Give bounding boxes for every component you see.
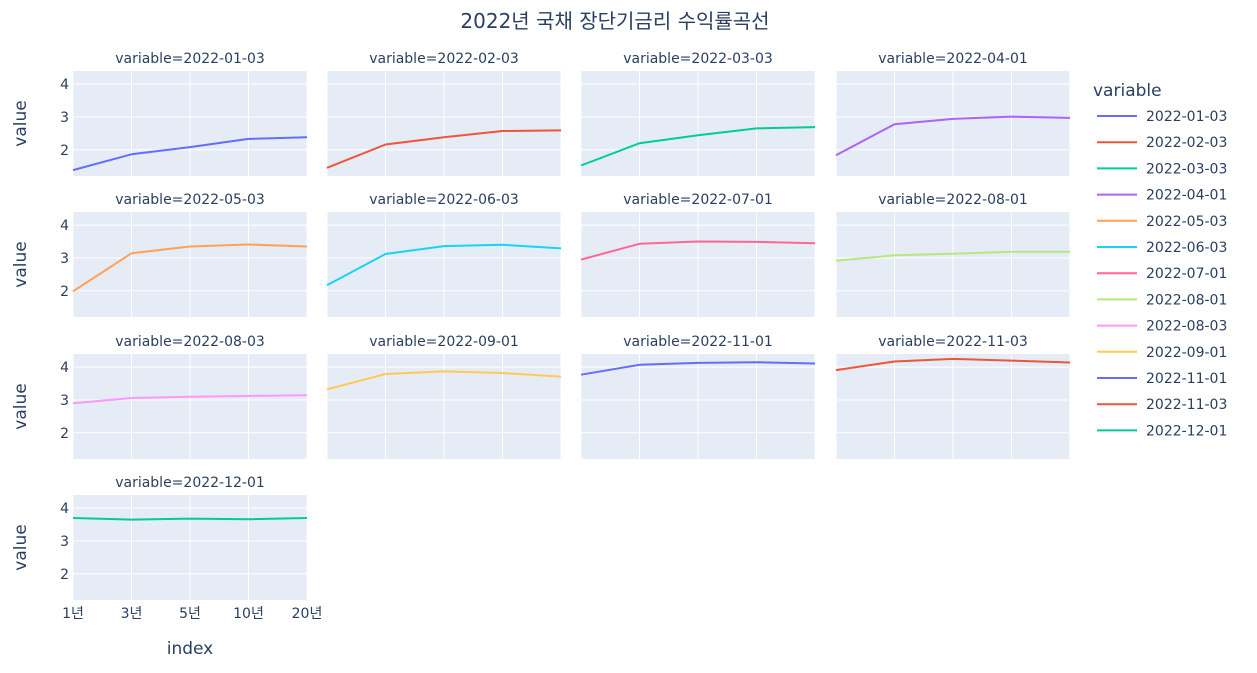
legend-item[interactable]: 2022-07-01	[1097, 266, 1227, 282]
series-line	[580, 361, 816, 376]
y-axis-label: value	[11, 241, 31, 287]
facet-title: variable=2022-08-03	[115, 334, 265, 350]
y-tick-label: 3	[60, 534, 69, 550]
facet-panel: variable=2022-03-03	[580, 51, 816, 176]
facet-panel: variable=2022-08-01	[835, 192, 1071, 317]
series-line	[72, 243, 308, 293]
series-line	[72, 517, 308, 521]
series-line	[835, 357, 1071, 372]
y-tick-label: 4	[60, 360, 69, 376]
y-tick-label: 4	[60, 501, 69, 517]
y-tick-label: 3	[60, 393, 69, 409]
legend-label: 2022-05-03	[1146, 214, 1227, 230]
y-axis-label: value	[11, 100, 31, 146]
facet-title: variable=2022-11-01	[623, 334, 773, 350]
legend-item[interactable]: 2022-12-01	[1097, 423, 1227, 439]
y-axis-label: value	[11, 524, 31, 570]
facet-panel: 2 3 4 variable=2022-01-03 value	[11, 51, 308, 176]
y-tick-label: 2	[60, 143, 69, 159]
x-tick-label: 5년	[179, 606, 201, 622]
legend-item[interactable]: 2022-04-01	[1097, 188, 1227, 204]
legend-item[interactable]: 2022-08-01	[1097, 292, 1227, 308]
legend-item[interactable]: 2022-08-03	[1097, 319, 1227, 335]
legend-item[interactable]: 2022-09-01	[1097, 345, 1227, 361]
x-tick-label: 10년	[233, 606, 264, 622]
legend-item[interactable]: 2022-03-03	[1097, 161, 1227, 177]
legend-title: variable	[1093, 81, 1162, 101]
legend-label: 2022-09-01	[1146, 345, 1227, 361]
legend-label: 2022-11-03	[1146, 397, 1227, 413]
y-tick-label: 2	[60, 426, 69, 442]
legend-item[interactable]: 2022-05-03	[1097, 214, 1227, 230]
facet-panel: variable=2022-11-01	[580, 334, 816, 459]
legend-label: 2022-12-01	[1146, 423, 1227, 439]
facet-title: variable=2022-05-03	[115, 192, 265, 208]
facet-title: variable=2022-11-03	[878, 334, 1028, 350]
facet-grid: 2 3 4 variable=2022-01-03 value variable=2022…	[11, 51, 1071, 622]
facet-panel: variable=2022-07-01	[580, 192, 816, 317]
legend-label: 2022-02-03	[1146, 135, 1227, 151]
series-line	[835, 250, 1070, 262]
series-line	[326, 243, 562, 287]
x-tick-label: 3년	[121, 606, 143, 622]
legend: variable 2022-01-03 2022-02-03 2022-03-03 2…	[1093, 81, 1227, 439]
y-axis-label: value	[11, 383, 31, 429]
facet-panel: variable=2022-09-01	[326, 334, 562, 459]
facet-title: variable=2022-12-01	[115, 475, 265, 491]
legend-item[interactable]: 2022-11-01	[1097, 371, 1227, 387]
chart-title: 2022년 국채 장단기금리 수익률곡선	[460, 9, 769, 33]
y-tick-label: 2	[60, 567, 69, 583]
legend-item[interactable]: 2022-11-03	[1097, 397, 1227, 413]
y-tick-label: 4	[60, 77, 69, 93]
x-tick-label: 20년	[292, 606, 323, 622]
legend-label: 2022-07-01	[1146, 266, 1227, 282]
x-tick-label: 1년	[62, 606, 84, 622]
legend-label: 2022-06-03	[1146, 240, 1227, 256]
facet-title: variable=2022-04-01	[878, 51, 1028, 67]
facet-title: variable=2022-06-03	[369, 192, 519, 208]
series-line	[580, 240, 816, 261]
legend-label: 2022-03-03	[1146, 161, 1227, 177]
facet-panel: 2 3 4 variable=2022-08-03 value	[11, 334, 308, 459]
facet-title: variable=2022-03-03	[623, 51, 773, 67]
legend-item[interactable]: 2022-02-03	[1097, 135, 1227, 151]
legend-label: 2022-04-01	[1146, 188, 1227, 204]
legend-label: 2022-08-01	[1146, 292, 1227, 308]
series-line	[72, 394, 308, 405]
y-tick-label: 4	[60, 218, 69, 234]
facet-panel: variable=2022-04-01	[835, 51, 1071, 176]
legend-label: 2022-01-03	[1146, 109, 1227, 125]
series-line	[835, 115, 1071, 157]
facet-title: variable=2022-09-01	[369, 334, 519, 350]
series-line	[326, 370, 562, 391]
y-tick-label: 2	[60, 284, 69, 300]
facet-title: variable=2022-01-03	[115, 51, 265, 67]
facet-panel: 2 3 4 variable=2022-05-03 value	[11, 192, 308, 317]
legend-item[interactable]: 2022-06-03	[1097, 240, 1227, 256]
legend-label: 2022-08-03	[1146, 319, 1227, 335]
facet-panel: variable=2022-06-03	[326, 192, 562, 317]
y-tick-label: 3	[60, 251, 69, 267]
y-tick-label: 3	[60, 110, 69, 126]
facet-panel: variable=2022-02-03	[326, 51, 562, 176]
facet-panel: 2 3 4 variable=2022-12-01 value 1년 3년 5년 10년 20년	[11, 475, 322, 622]
facet-panel: variable=2022-11-03	[835, 334, 1071, 459]
facet-title: variable=2022-02-03	[369, 51, 519, 67]
series-line	[326, 129, 562, 169]
facet-title: variable=2022-08-01	[878, 192, 1028, 208]
series-line	[580, 126, 816, 167]
legend-item[interactable]: 2022-01-03	[1097, 109, 1227, 125]
legend-label: 2022-11-01	[1146, 371, 1227, 387]
facet-title: variable=2022-07-01	[623, 192, 773, 208]
x-axis-label: index	[167, 639, 214, 659]
series-line	[72, 136, 308, 172]
